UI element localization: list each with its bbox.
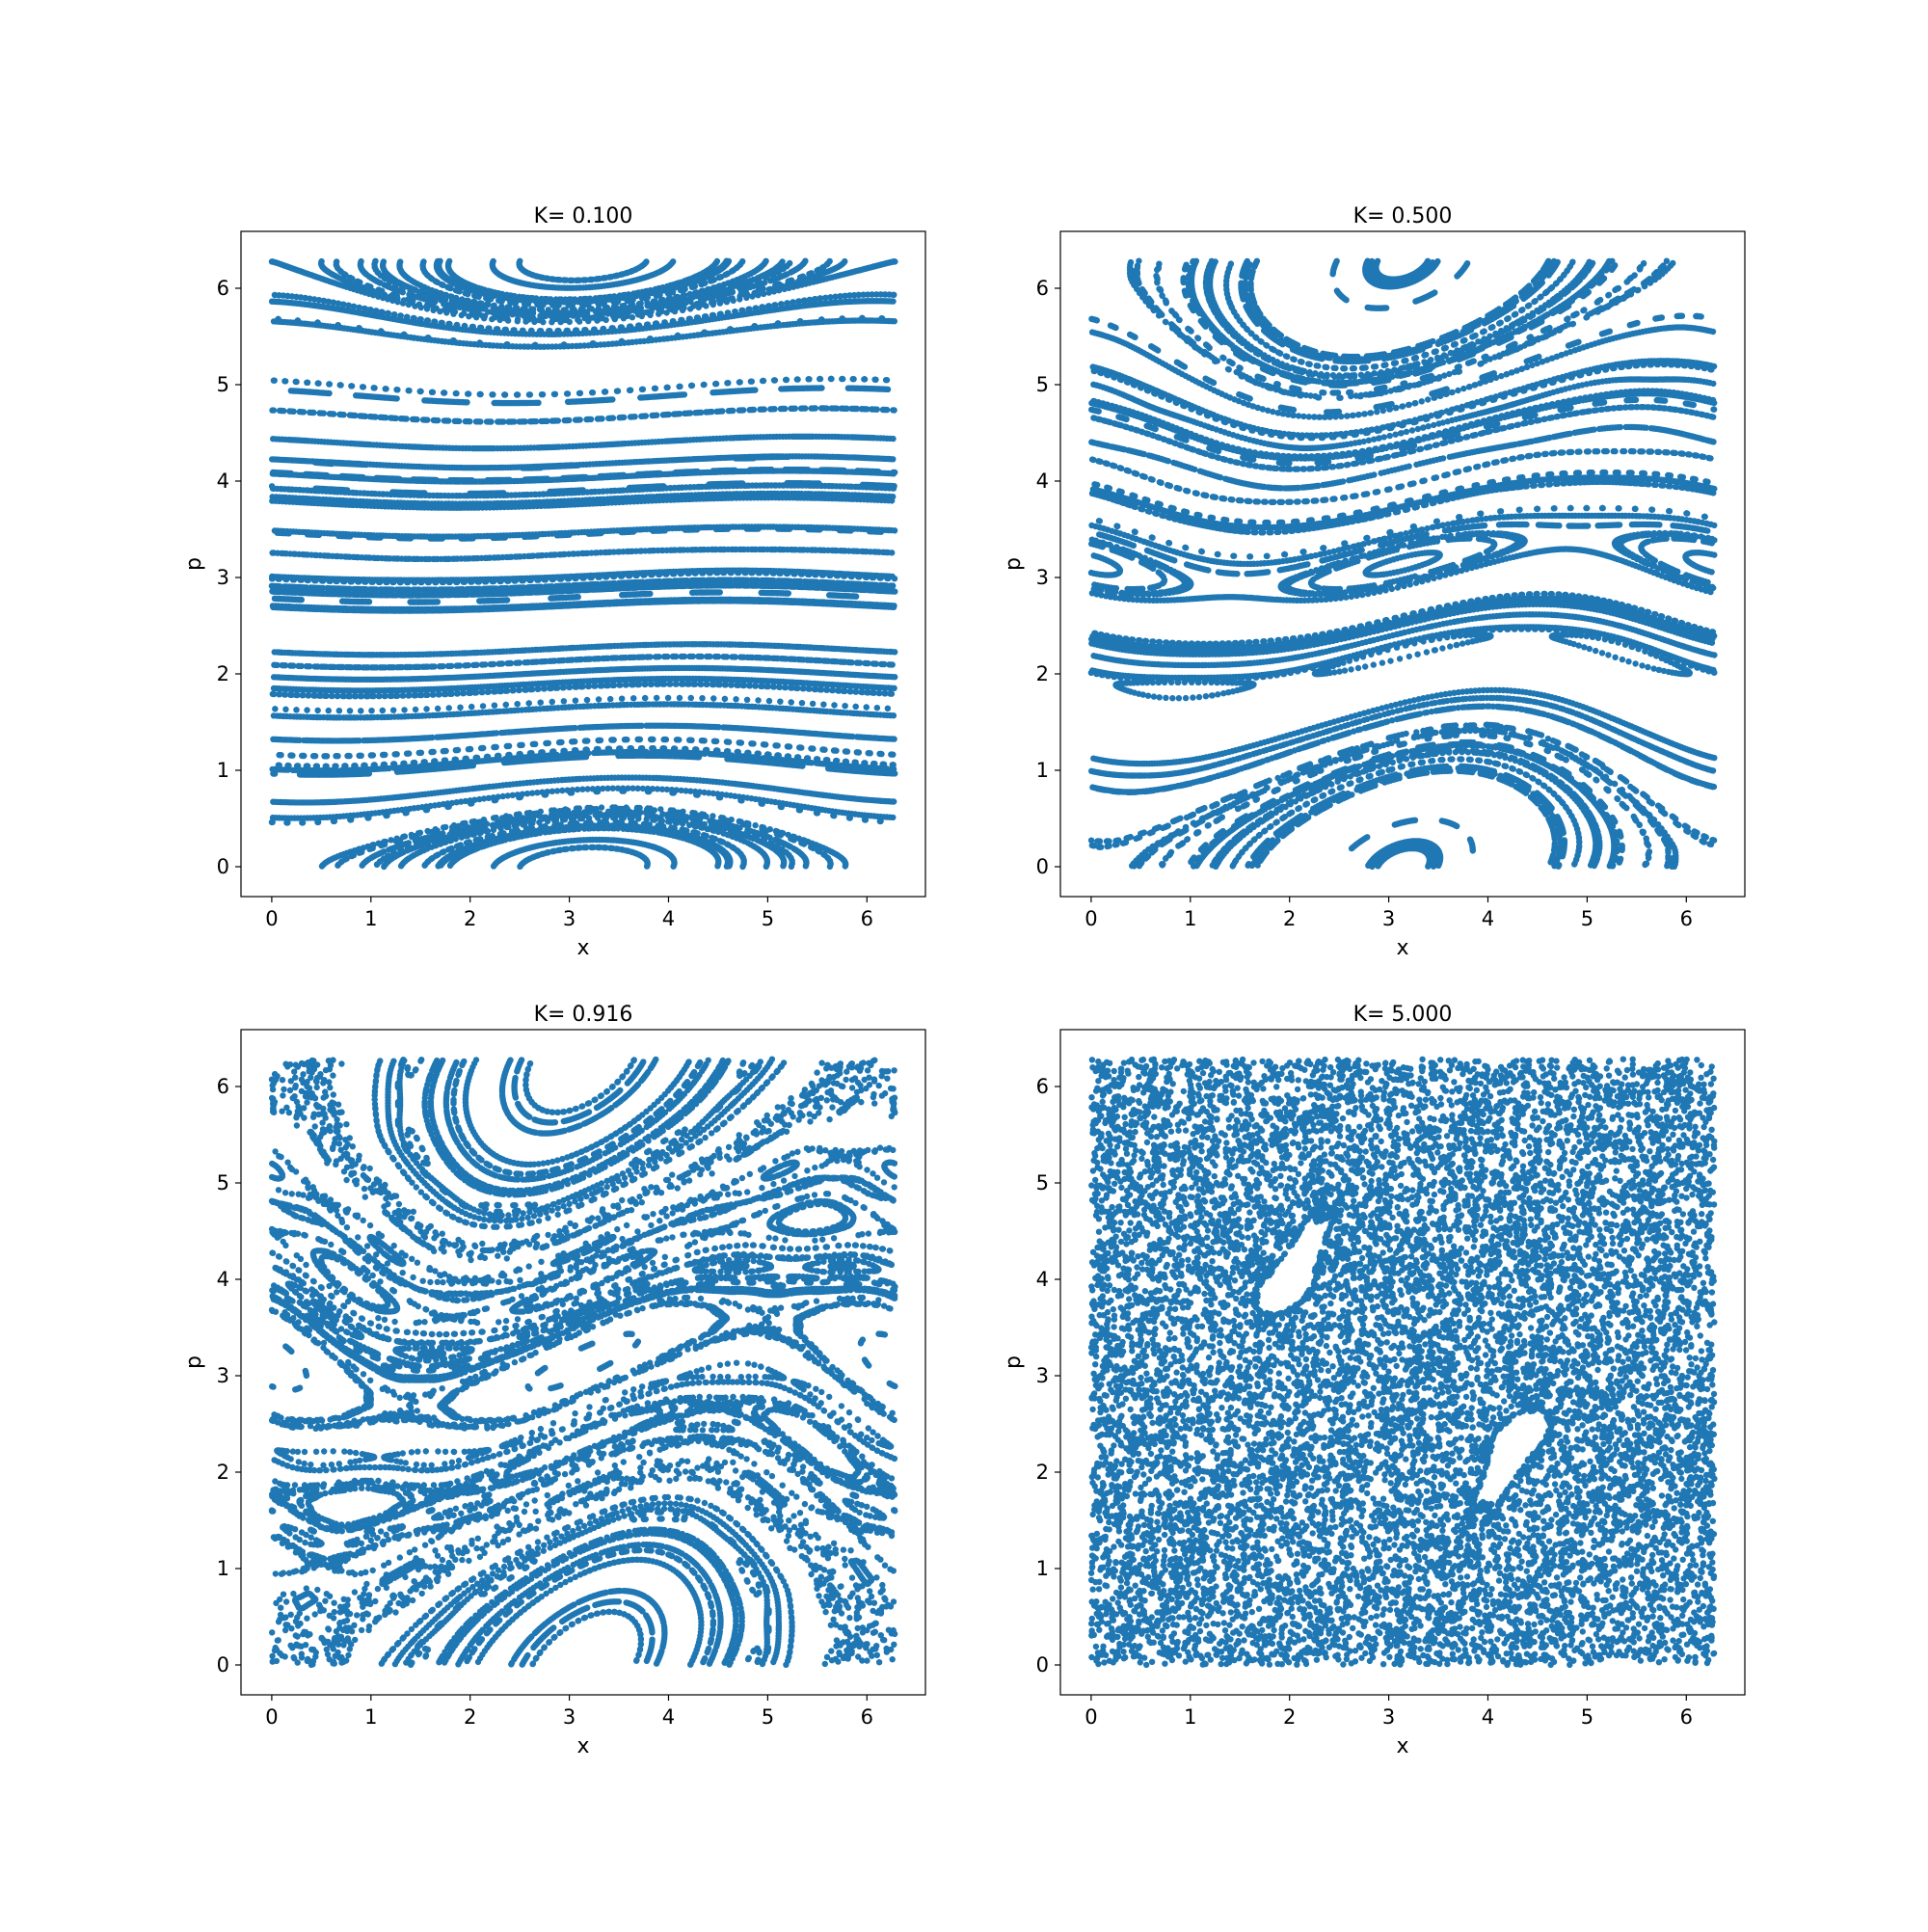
subplot-title: K= 0.100 bbox=[534, 204, 633, 228]
scatter-points bbox=[268, 257, 898, 871]
x-tick-label: 5 bbox=[1581, 1705, 1593, 1729]
x-tick-label: 2 bbox=[1283, 1705, 1296, 1729]
y-tick-label: 5 bbox=[1036, 373, 1049, 396]
x-tick-label: 2 bbox=[1283, 907, 1296, 930]
y-axis-label: p bbox=[1002, 557, 1026, 571]
x-tick-label: 1 bbox=[364, 907, 377, 930]
x-tick-label: 2 bbox=[464, 1705, 476, 1729]
x-tick-label: 6 bbox=[861, 1705, 873, 1729]
x-tick-label: 1 bbox=[1184, 907, 1196, 930]
x-tick-label: 1 bbox=[1184, 1705, 1196, 1729]
y-tick-label: 2 bbox=[217, 662, 229, 685]
x-tick-label: 6 bbox=[861, 907, 873, 930]
y-tick-label: 1 bbox=[1036, 759, 1049, 782]
y-tick-label: 5 bbox=[1036, 1171, 1049, 1194]
scatter-points bbox=[1087, 257, 1718, 871]
x-tick-label: 2 bbox=[464, 907, 476, 930]
subplot-title: K= 0.500 bbox=[1353, 204, 1453, 228]
x-tick-label: 4 bbox=[662, 907, 675, 930]
subplot-title: K= 0.916 bbox=[534, 1003, 633, 1027]
axes-frame bbox=[240, 1029, 926, 1696]
y-tick-label: 0 bbox=[1036, 855, 1049, 878]
y-tick-label: 3 bbox=[217, 1364, 229, 1387]
y-tick-label: 4 bbox=[1036, 470, 1049, 493]
x-tick-label: 3 bbox=[1382, 907, 1395, 930]
axes-frame bbox=[240, 230, 926, 898]
y-axis-label: p bbox=[182, 1355, 206, 1369]
x-axis-label: x bbox=[1396, 936, 1408, 960]
y-tick-label: 0 bbox=[217, 855, 229, 878]
y-tick-label: 6 bbox=[1036, 277, 1049, 300]
y-tick-label: 1 bbox=[217, 1557, 229, 1580]
subplot-1: 0 1 2 3 4 5 6 0 1 2 3 4 5 6 K= 0.100 x p bbox=[182, 204, 926, 960]
axes-frame bbox=[1059, 230, 1746, 898]
x-tick-label: 5 bbox=[762, 907, 774, 930]
y-tick-label: 2 bbox=[1036, 662, 1049, 685]
y-tick-label: 1 bbox=[217, 759, 229, 782]
y-tick-label: 0 bbox=[217, 1653, 229, 1677]
subplot-4: 0 1 2 3 4 5 6 0 1 2 3 4 5 6 K= 5.000 x p bbox=[1002, 1003, 1746, 1758]
y-tick-label: 5 bbox=[217, 373, 229, 396]
y-tick-label: 3 bbox=[1036, 1364, 1049, 1387]
x-tick-label: 6 bbox=[1680, 907, 1693, 930]
axes-frame bbox=[1059, 1029, 1746, 1696]
x-tick-label: 4 bbox=[1482, 907, 1494, 930]
x-tick-label: 5 bbox=[1581, 907, 1593, 930]
x-tick-label: 0 bbox=[265, 1705, 278, 1729]
x-tick-label: 3 bbox=[1382, 1705, 1395, 1729]
y-tick-label: 0 bbox=[1036, 1653, 1049, 1677]
x-axis-label: x bbox=[576, 1734, 589, 1758]
x-tick-label: 3 bbox=[563, 907, 576, 930]
x-tick-label: 6 bbox=[1680, 1705, 1693, 1729]
y-tick-label: 6 bbox=[217, 277, 229, 300]
x-tick-label: 5 bbox=[762, 1705, 774, 1729]
y-axis-label: p bbox=[182, 557, 206, 571]
y-tick-label: 2 bbox=[217, 1461, 229, 1484]
x-tick-label: 0 bbox=[265, 907, 278, 930]
x-tick-label: 1 bbox=[364, 1705, 377, 1729]
y-tick-label: 4 bbox=[1036, 1268, 1049, 1291]
x-tick-label: 0 bbox=[1084, 907, 1097, 930]
y-tick-label: 4 bbox=[217, 470, 229, 493]
y-tick-label: 4 bbox=[217, 1268, 229, 1291]
x-tick-label: 4 bbox=[1482, 1705, 1494, 1729]
y-tick-label: 3 bbox=[1036, 566, 1049, 589]
scatter-points bbox=[1087, 1056, 1718, 1669]
x-axis-label: x bbox=[1396, 1734, 1408, 1758]
y-tick-label: 2 bbox=[1036, 1461, 1049, 1484]
y-tick-label: 1 bbox=[1036, 1557, 1049, 1580]
y-axis-label: p bbox=[1002, 1355, 1026, 1369]
x-tick-label: 0 bbox=[1084, 1705, 1097, 1729]
scatter-points bbox=[268, 1056, 898, 1669]
y-tick-label: 3 bbox=[217, 566, 229, 589]
subplot-title: K= 5.000 bbox=[1353, 1003, 1453, 1027]
x-axis-label: x bbox=[576, 936, 589, 960]
subplot-3: 0 1 2 3 4 5 6 0 1 2 3 4 5 6 K= 0.916 x p bbox=[182, 1003, 926, 1758]
y-tick-label: 6 bbox=[217, 1075, 229, 1098]
x-tick-label: 4 bbox=[662, 1705, 675, 1729]
y-tick-label: 5 bbox=[217, 1171, 229, 1194]
x-tick-label: 3 bbox=[563, 1705, 576, 1729]
y-tick-label: 6 bbox=[1036, 1075, 1049, 1098]
subplot-2: 0 1 2 3 4 5 6 0 1 2 3 4 5 6 K= 0.500 x p bbox=[1002, 204, 1746, 960]
